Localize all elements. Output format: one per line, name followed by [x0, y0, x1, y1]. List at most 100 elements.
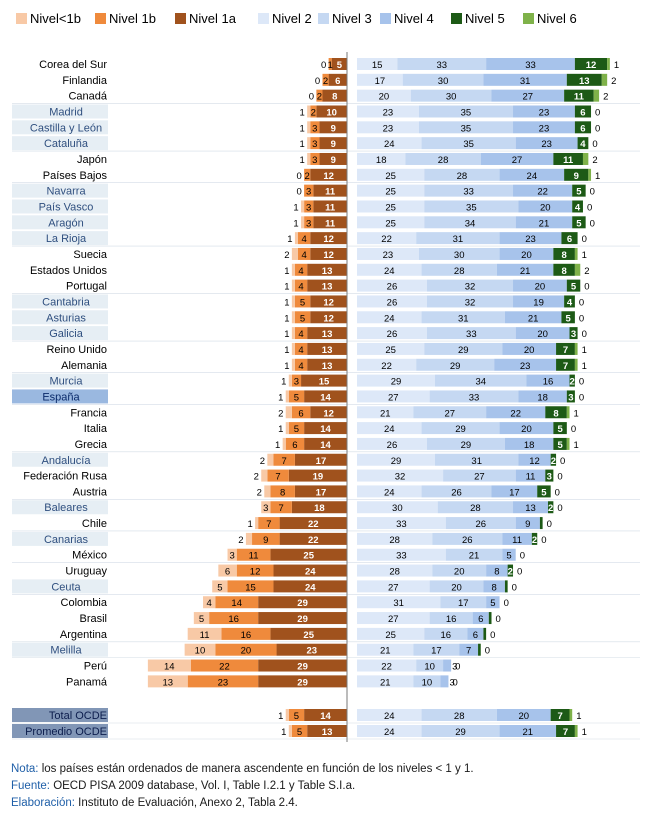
- value-label: 1: [328, 60, 333, 71]
- bar-canarias-level-2: [279, 532, 347, 545]
- bar-aragon-level-3: [357, 216, 425, 229]
- row-label-navarra: Navarra: [46, 186, 86, 198]
- value-label: 20: [521, 250, 532, 261]
- bar-cantabria-level-2: [310, 295, 347, 308]
- value-label: 20: [241, 646, 252, 657]
- value-label: 12: [323, 297, 334, 308]
- bar-austria-level-1: [270, 485, 295, 498]
- value-label: 23: [306, 646, 317, 657]
- value-label: 1: [576, 711, 581, 722]
- value-label: 1: [278, 711, 283, 722]
- bar-francia-level-6: [545, 406, 567, 419]
- bar-uruguay-level-1: [236, 564, 274, 577]
- bar-corea-del-sur-level-3: [357, 58, 398, 70]
- value-label: 13: [579, 76, 590, 87]
- value-label: 1: [247, 519, 252, 530]
- bar-canada-level-3: [357, 89, 411, 102]
- bar-finlandia-level-4: [402, 73, 484, 86]
- legend-label: Nivel<1b: [30, 11, 81, 26]
- value-label: 23: [525, 234, 536, 245]
- row-region-band: [12, 199, 108, 214]
- bar-melilla-level-1: [215, 643, 277, 656]
- value-label: 23: [218, 677, 229, 688]
- value-label: 4: [298, 282, 303, 293]
- value-label: 22: [308, 519, 319, 530]
- legend-label: Nivel 1a: [189, 11, 237, 26]
- bar-colombia-level-0: [203, 596, 216, 609]
- note-text: los países están ordenados de manera asc…: [38, 763, 474, 775]
- value-label: 5: [506, 551, 511, 562]
- value-label: 1: [278, 424, 283, 435]
- value-label: 33: [469, 392, 480, 403]
- bar-paises-bajos-level-5: [499, 168, 565, 181]
- bar-ceuta-level-4: [429, 580, 484, 593]
- bar-pais-vasco-level-0: [301, 200, 305, 213]
- bar-finlandia-level-1: [322, 73, 329, 86]
- legend-label: Nivel 1b: [109, 11, 156, 26]
- value-label: 26: [387, 440, 398, 451]
- bar-uruguay-level-5: [486, 564, 508, 577]
- value-label: 1: [595, 171, 600, 182]
- value-label: 24: [384, 313, 395, 324]
- bar-suecia-level-3: [357, 247, 419, 260]
- value-label: 1: [300, 155, 305, 166]
- row-label-baleares: Baleares: [44, 502, 88, 514]
- bar-cataluna-level-4: [421, 137, 516, 150]
- value-label: 31: [393, 598, 404, 609]
- value-label: 0: [579, 297, 584, 308]
- bar-estados-unidos-level-0: [291, 263, 295, 276]
- bar-la-rioja-level-5: [499, 232, 562, 245]
- value-label: 32: [465, 297, 476, 308]
- value-label: 13: [322, 266, 333, 277]
- bar-finlandia-level-2: [328, 73, 347, 86]
- elaboration-line: Elaboración: Instituto de Evaluación, An…: [11, 795, 651, 812]
- legend-swatch: [380, 13, 391, 24]
- value-label: 27: [445, 408, 456, 419]
- bar-murcia-level-2: [301, 374, 347, 387]
- bar-corea-del-sur-level-6: [574, 58, 608, 70]
- bar-brasil-level-0: [193, 612, 210, 625]
- bar-murcia-level-3: [357, 374, 436, 387]
- bar-brasil-level-5: [472, 612, 489, 625]
- bar-baleares-level-3: [357, 501, 438, 514]
- bar-melilla-level-2: [276, 643, 347, 656]
- bar-portugal-level-0: [291, 279, 295, 292]
- bar-canarias-level-3: [357, 532, 433, 545]
- bar-alemania-level-6: [556, 358, 575, 371]
- bar-espana-level-5: [518, 390, 567, 403]
- bar-brasil-level-1: [209, 612, 259, 625]
- value-label: 2: [257, 487, 262, 498]
- bar-paises-bajos-level-3: [357, 168, 425, 181]
- legend-swatch: [318, 13, 329, 24]
- value-label: 14: [320, 424, 331, 435]
- bar-espana-level-0: [285, 390, 289, 403]
- bar-corea-del-sur-level-7: [607, 58, 610, 70]
- bar-peru-level-0: [147, 659, 191, 672]
- bar-cantabria-level-5: [513, 295, 565, 308]
- bar-panama-level-4: [413, 675, 441, 688]
- bar-federacion-rusa-level-2: [288, 469, 347, 482]
- bar-peru-level-3: [357, 659, 417, 672]
- row-region-band: [12, 531, 108, 546]
- bar-melilla-level-3: [357, 643, 414, 656]
- value-label: 10: [422, 677, 433, 688]
- value-label: 17: [431, 646, 442, 657]
- value-label: 3: [312, 155, 317, 166]
- legend-label: Nivel 5: [465, 11, 505, 26]
- row-label-corea-del-sur: Corea del Sur: [39, 59, 107, 71]
- value-label: 14: [320, 711, 331, 722]
- value-label: 27: [474, 472, 485, 483]
- row-label-band: [12, 724, 108, 738]
- bar-grecia-level-0: [282, 437, 286, 450]
- row-label-estados-unidos: Estados Unidos: [30, 265, 108, 277]
- bar-austria-level-2: [294, 485, 347, 498]
- value-label: 5: [541, 487, 547, 498]
- value-label: 35: [466, 202, 477, 213]
- row-label-asturias: Asturias: [46, 312, 86, 324]
- value-label: 32: [395, 472, 406, 483]
- value-label: 14: [320, 440, 331, 451]
- bar-total-ocde-level-2: [304, 709, 347, 721]
- bar-estados-unidos-level-6: [553, 263, 575, 276]
- value-label: 6: [225, 567, 230, 578]
- value-label: 0: [590, 218, 595, 229]
